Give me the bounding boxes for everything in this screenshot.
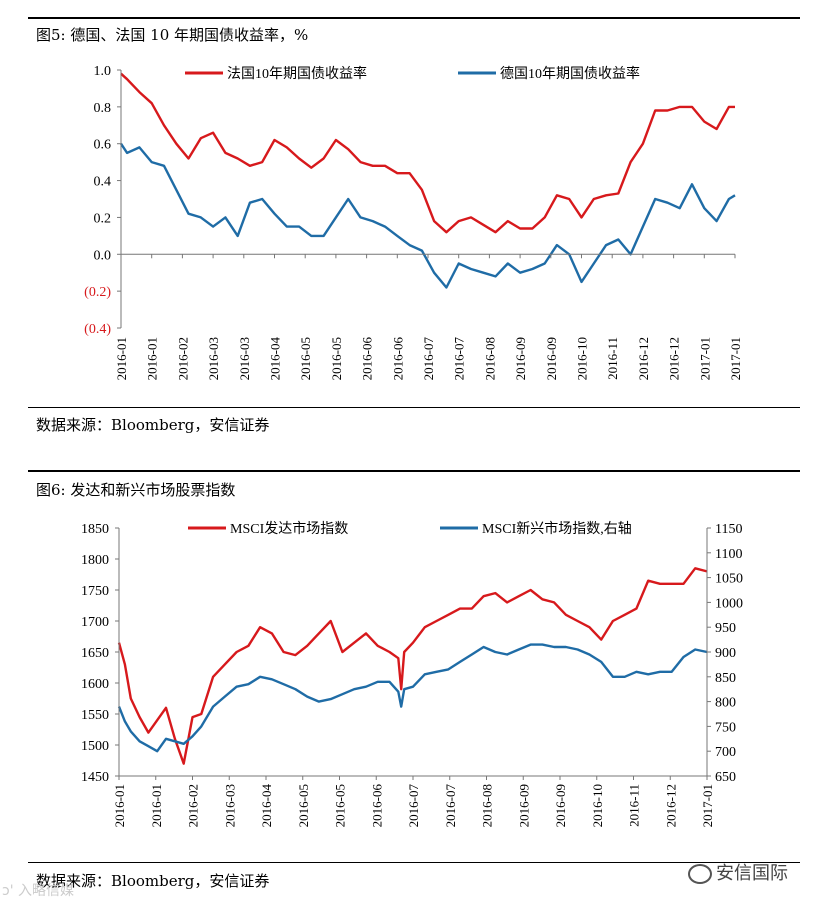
c5-ytick-label: (0.2) [84, 285, 111, 300]
chart6: 1450 1500 1550 1600 1650 1700 1750 1800 1850 650 7… [81, 520, 743, 828]
chart5: (0.4) (0.2) 0.0 0.2 0.4 0.6 0.8 1.0 2016-01 2016… [84, 64, 743, 381]
wechat-icon [688, 864, 712, 884]
c6-xtick-label: 2017-01 [700, 784, 715, 827]
c6-ytick-label: 1500 [81, 739, 109, 754]
c5-xtick-label: 2016-05 [298, 337, 313, 380]
chart5-bottom-rule [28, 407, 800, 408]
c6-y2tick-label: 900 [715, 646, 736, 661]
c6-xtick-label: 2016-07 [406, 784, 421, 828]
c5-xtick-label: 2016-07 [452, 337, 467, 381]
c6-y2tick-label: 1100 [715, 547, 742, 562]
c6-series-line-0 [117, 567, 708, 765]
c6-legend-label-0: MSCI发达市场指数 [230, 520, 348, 537]
c6-ytick-label: 1450 [81, 770, 109, 785]
c6-ytick-label: 1600 [81, 677, 109, 692]
c5-xtick-label: 2017-01 [697, 337, 712, 380]
c6-ytick-label: 1700 [81, 615, 109, 630]
c6-xtick-label: 2016-11 [627, 784, 642, 827]
top-rule [28, 17, 800, 19]
c6-ytick-label: 1650 [81, 646, 109, 661]
c6-series-line-1 [117, 643, 708, 753]
c6-xtick-label: 2016-09 [516, 784, 531, 827]
c6-y2tick-label: 800 [715, 696, 736, 711]
c5-ytick-label: 0.8 [94, 101, 112, 116]
c6-xtick-label: 2016-09 [553, 784, 568, 827]
chart6-title: 图6: 发达和新兴市场股票指数 [36, 481, 236, 499]
c5-series-line-1 [119, 143, 736, 289]
c5-xtick-label: 2016-10 [575, 337, 590, 380]
c6-xtick-label: 2016-04 [259, 784, 274, 828]
c6-xtick-label: 2016-06 [369, 784, 384, 828]
c5-ytick-label: 0.2 [94, 211, 112, 226]
c6-y2tick-label: 1050 [715, 572, 743, 587]
c5-legend-label-0: 法国10年期国债收益率 [227, 65, 367, 82]
c5-xtick-label: 2016-06 [390, 337, 405, 381]
c5-ytick-label: (0.4) [84, 322, 111, 337]
chart5-title: 图5: 德国、法国 10 年期国债收益率，% [36, 26, 309, 44]
chart6-top-rule [28, 470, 800, 472]
c6-xtick-label: 2016-05 [296, 784, 311, 827]
c5-ytick-label: 1.0 [94, 64, 112, 79]
c6-ytick-label: 1550 [81, 708, 109, 723]
c6-xtick-label: 2016-01 [112, 784, 127, 827]
c6-y2tick-label: 950 [715, 621, 736, 636]
c5-ytick-label: 0.4 [94, 175, 112, 190]
c6-y2tick-label: 650 [715, 770, 736, 785]
c5-series-line-0 [120, 72, 735, 234]
c6-legend-label-1: MSCI新兴市场指数,右轴 [482, 520, 632, 537]
c5-xtick-label: 2016-01 [114, 337, 129, 380]
watermark-logo-icon: ↄ' [2, 883, 14, 899]
c5-xtick-label: 2016-04 [268, 337, 283, 381]
c5-ytick-label: 0.0 [94, 248, 112, 263]
c5-xtick-label: 2016-01 [145, 337, 160, 380]
c6-xtick-label: 2016-01 [149, 784, 164, 827]
c5-legend-label-1: 德国10年期国债收益率 [500, 65, 640, 82]
c5-xtick-label: 2016-02 [175, 337, 190, 380]
c6-xtick-label: 2016-05 [333, 784, 348, 827]
c5-xtick-label: 2016-12 [667, 337, 682, 380]
c6-y2tick-label: 1150 [715, 522, 742, 537]
c6-y2tick-label: 750 [715, 720, 736, 735]
c5-xtick-label: 2016-12 [636, 337, 651, 380]
c5-xtick-label: 2016-11 [605, 337, 620, 380]
c6-xtick-label: 2016-08 [480, 784, 495, 827]
c5-xtick-label: 2017-01 [728, 337, 743, 380]
c6-xtick-label: 2016-12 [663, 784, 678, 827]
c6-ytick-label: 1800 [81, 553, 109, 568]
c5-xtick-label: 2016-09 [544, 337, 559, 380]
watermark-right: 安信国际 [688, 859, 788, 885]
chart5-source: 数据来源：Bloomberg，安信证券 [36, 416, 270, 434]
c6-y2tick-label: 1000 [715, 596, 743, 611]
c5-ytick-label: 0.6 [94, 138, 112, 153]
c6-xtick-label: 2016-02 [186, 784, 201, 827]
chart6-bottom-rule [28, 862, 800, 863]
c5-xtick-label: 2016-08 [482, 337, 497, 380]
c5-xtick-label: 2016-03 [206, 337, 221, 380]
c6-y2tick-label: 700 [715, 745, 736, 760]
c5-xtick-label: 2016-06 [360, 337, 375, 381]
c5-xtick-label: 2016-03 [237, 337, 252, 380]
c6-ytick-label: 1850 [81, 522, 109, 537]
c5-xtick-label: 2016-09 [513, 337, 528, 380]
chart6-source: 数据来源：Bloomberg，安信证券 [36, 872, 270, 890]
c5-xtick-label: 2016-05 [329, 337, 344, 380]
c5-xtick-label: 2016-07 [421, 337, 436, 381]
watermark-left: ↄ' 入略信媒 [2, 883, 74, 899]
c6-xtick-label: 2016-03 [222, 784, 237, 827]
c6-xtick-label: 2016-07 [443, 784, 458, 828]
c6-xtick-label: 2016-10 [590, 784, 605, 827]
c6-y2tick-label: 850 [715, 671, 736, 686]
c6-ytick-label: 1750 [81, 584, 109, 599]
